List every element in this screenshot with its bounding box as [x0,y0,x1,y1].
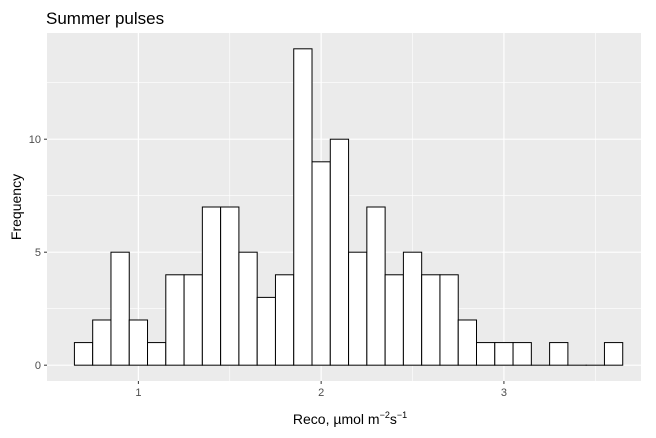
histogram-bar [384,274,404,366]
chart-title: Summer pulses [46,9,164,28]
histogram-bar [220,206,240,366]
histogram-bar [256,296,276,366]
histogram-bar [494,342,514,366]
histogram-bar [439,274,459,366]
histogram-bar [311,161,331,366]
x-axis-title-mol: mol m [341,411,379,427]
histogram-bar [457,319,478,366]
histogram-bar [274,274,295,366]
x-axis-title-exp-s: −1 [397,410,407,420]
x-axis-title-s: s [390,411,397,427]
histogram-bar [348,251,368,366]
x-axis-title: Reco, µmol m−2s−1 [293,410,407,427]
y-axis: 0 5 10 [29,134,47,372]
histogram-bar [549,342,569,366]
histogram-bar [201,206,222,366]
histogram-bar [476,342,496,366]
histogram-bar [73,342,94,366]
histogram-bar [366,206,386,366]
histogram-bar [165,274,185,366]
x-axis-title-mu: µ [333,411,341,427]
histogram-bar [421,274,441,366]
histogram-bar [402,251,423,366]
histogram-bar [128,319,149,366]
histogram-bar [293,48,313,366]
y-tick-label: 5 [35,247,41,259]
y-axis-title: Frequency [8,174,24,240]
x-axis-title-exp-m: −2 [380,410,390,420]
histogram-bar [238,251,258,366]
histogram-bars [73,48,624,366]
histogram-bar [147,342,167,366]
y-tick-label: 0 [35,360,41,372]
x-axis-title-prefix: Reco, [293,411,333,427]
histogram-bar [92,319,112,366]
histogram-bar [329,138,350,366]
x-tick-label: 3 [501,387,507,399]
histogram-bar [183,274,203,366]
x-axis: 1 2 3 [135,381,507,399]
x-tick-label: 2 [318,387,324,399]
y-tick-label: 10 [29,134,41,146]
histogram-bar [110,251,130,366]
histogram-bar [512,342,532,366]
histogram-bar [603,342,624,366]
x-tick-label: 1 [135,387,141,399]
